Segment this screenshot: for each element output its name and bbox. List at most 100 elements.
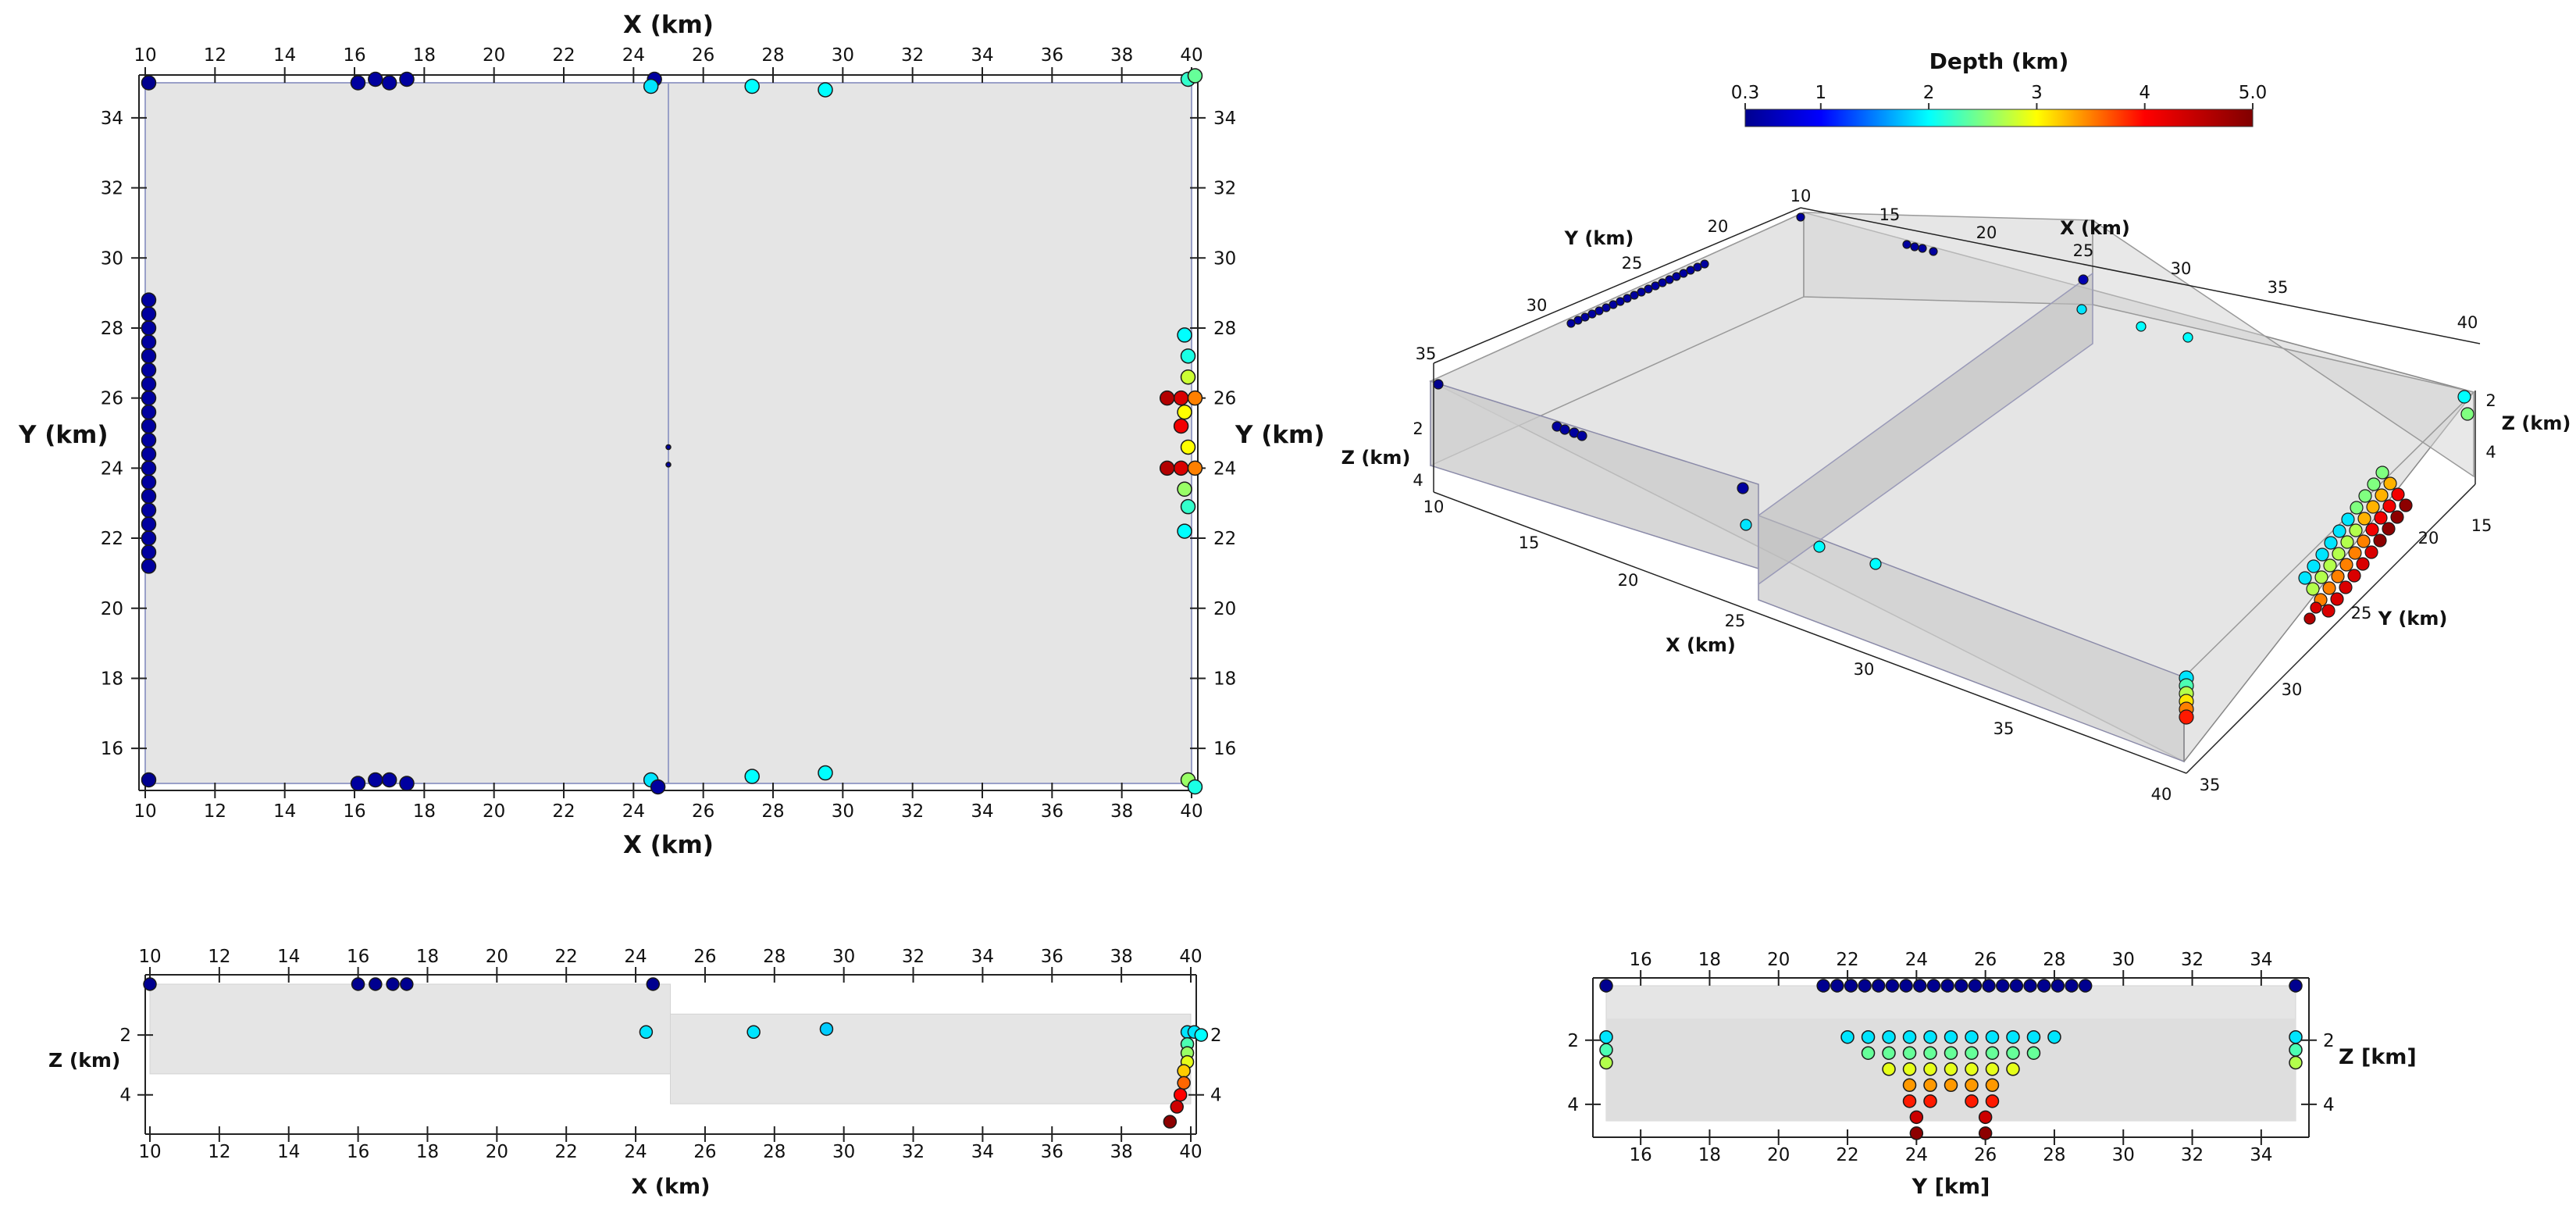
source-point [2289,979,2303,993]
x-tick-label-top: 18 [416,947,439,967]
domain-block [149,983,671,1075]
source-point-3d [2399,498,2413,512]
x-tick-label-top: 26 [692,45,714,66]
y-tick-label-top: 25 [1622,254,1643,273]
source-point-3d [1566,319,1576,328]
z-axis-title: Z (km) [48,1049,120,1072]
source-point [141,460,157,476]
x-tick-label-bottom: 24 [622,801,645,822]
panel-xz-section: 1010121214141616181820202222242426262828… [48,947,1222,1199]
source-point [399,776,415,791]
x-tick-label-bottom: 16 [343,801,365,822]
x-tick-label-top: 28 [763,947,786,967]
x-tick-label-top: 26 [693,947,716,967]
y-tick-label-right: 15 [2471,516,2492,535]
colorbar-tick-label: 5.0 [2239,83,2268,103]
x-tick-label-top: 34 [971,45,993,66]
x-tick-label-bottom: 26 [693,1142,716,1162]
source-point-3d [2366,500,2380,514]
y-tick-label-right: 20 [2418,529,2439,548]
x-tick-label-top: 24 [624,947,647,967]
source-point [1163,1115,1178,1129]
source-point [1599,1055,1613,1070]
source-point-3d [2349,523,2363,537]
box-edge [2183,391,2474,678]
source-point-3d [1672,272,1681,281]
source-point [1861,1029,1876,1044]
source-point [1944,1029,1958,1044]
z-tick-label-right: 2 [2323,1031,2335,1051]
y-axis-right [2186,483,2476,774]
y-axis-top [1433,207,1801,364]
source-point [1177,481,1192,498]
source-point [1180,369,1196,385]
source-point [1177,404,1192,420]
box-back-face [1803,212,2093,305]
source-point-3d [2460,407,2474,421]
source-point [2289,1043,2303,1057]
source-point-3d [1902,240,1912,249]
source-point-3d [2375,488,2389,502]
source-point-3d [2350,501,2364,515]
source-point [1978,1126,1993,1140]
y-tick-label-left: 30 [101,248,123,269]
source-point [1923,1078,1937,1093]
y-tick-label-left: 16 [101,739,123,759]
x-tick-label-bottom: 14 [273,801,296,822]
source-point [351,977,365,991]
x-tick-label-bottom: 24 [624,1142,647,1162]
source-point [1926,979,1941,993]
x-tick-label-bottom: 28 [761,801,784,822]
x-tick-label-top: 40 [2457,313,2478,332]
z-axis-title-right: Z (km) [2502,412,2571,434]
source-point [386,977,400,991]
source-point [1177,327,1192,343]
source-point-3d [1686,266,1695,275]
x-axis-bottom [1433,491,2187,774]
y-tick-label-bottom: 16 [1630,1145,1652,1165]
source-point [350,776,366,791]
source-point [1923,1094,1937,1108]
source-point-3d [1587,309,1597,319]
y-tick-label-right: 30 [1213,248,1236,269]
x-tick-label-top: 40 [1180,45,1202,66]
source-point [1861,1046,1876,1060]
x-tick-label-top: 32 [901,45,924,66]
source-point [1840,1029,1855,1044]
source-point [2047,1029,2061,1044]
source-point-3d [1559,424,1570,435]
source-point [1902,1062,1917,1076]
source-point [2036,979,2051,993]
source-point [368,772,383,788]
source-point [369,977,383,991]
source-point [1985,1062,2000,1076]
y-tick-label-top: 30 [1527,296,1548,315]
y-tick-label-right: 18 [1213,669,1236,689]
x-tick-label-bottom: 25 [1725,612,1746,630]
source-point [141,348,157,364]
y-tick-label-top: 20 [1767,950,1790,970]
x-tick-label-bottom: 40 [2151,785,2172,804]
source-point [141,75,157,91]
x-tick-label-top: 10 [138,947,161,967]
source-point-3d [2322,581,2336,595]
source-point [746,1025,761,1040]
y-axis-title: Y [km] [1912,1175,1990,1199]
x-tick-label-bottom: 28 [763,1142,786,1162]
x-tick-label-bottom: 36 [1041,1142,1064,1162]
x-axis-title-top: X (km) [623,11,714,39]
source-point [1902,1029,1917,1044]
source-point-3d [1693,262,1702,272]
y-tick-label-right: 35 [2200,776,2221,794]
source-point [2065,979,2079,993]
source-point-3d [1813,540,1826,553]
source-point-3d [2182,332,2193,343]
source-point-3d [1573,316,1583,325]
colorbar-tick-label: 0.3 [1731,83,1760,103]
y-tick-label-top: 32 [2181,950,2204,970]
x-tick-label-top: 28 [761,45,784,66]
source-point-3d [2324,536,2338,550]
source-point [1177,1076,1191,1090]
y-tick-label-left: 24 [101,458,123,479]
